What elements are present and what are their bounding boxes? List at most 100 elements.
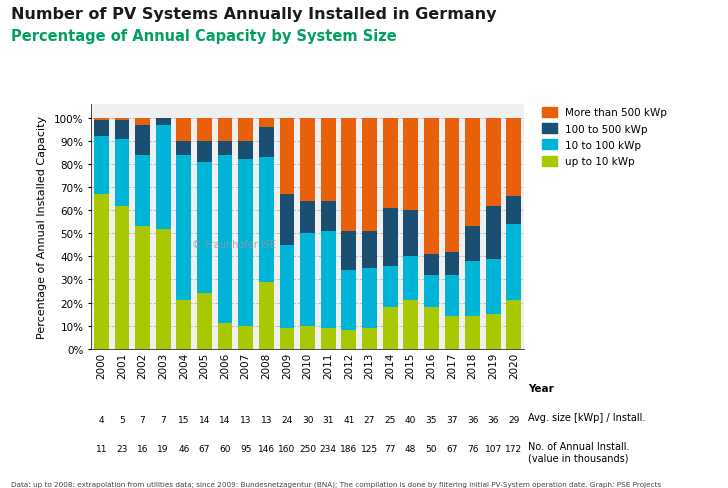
Bar	[259, 282, 274, 349]
Text: 30: 30	[302, 415, 313, 424]
Bar	[465, 317, 480, 349]
Bar	[424, 119, 439, 255]
Bar	[341, 330, 356, 349]
Bar	[280, 245, 294, 328]
Text: 160: 160	[278, 445, 296, 453]
Bar	[94, 195, 108, 349]
Text: 35: 35	[426, 415, 437, 424]
Bar	[445, 317, 459, 349]
Text: 36: 36	[467, 415, 478, 424]
Bar	[114, 119, 130, 121]
Bar	[300, 326, 315, 349]
Bar	[197, 142, 212, 163]
Bar	[238, 326, 253, 349]
Bar	[321, 119, 336, 202]
Bar	[424, 307, 439, 349]
Bar	[94, 119, 108, 121]
Text: 250: 250	[299, 445, 316, 453]
Bar	[176, 142, 191, 156]
Text: 29: 29	[508, 415, 520, 424]
Bar	[300, 119, 315, 202]
Text: 48: 48	[405, 445, 416, 453]
Text: 146: 146	[258, 445, 275, 453]
Bar	[321, 231, 336, 328]
Bar	[486, 259, 501, 314]
Bar	[445, 252, 459, 275]
Text: 11: 11	[95, 445, 107, 453]
Bar	[445, 119, 459, 252]
Bar	[486, 119, 501, 206]
Text: 7: 7	[160, 415, 166, 424]
Text: © Fraunhofer ISE: © Fraunhofer ISE	[192, 239, 276, 249]
Bar	[259, 158, 274, 282]
Y-axis label: Percentage of Annual Installed Capacity: Percentage of Annual Installed Capacity	[37, 116, 47, 338]
Bar	[238, 119, 253, 142]
Bar	[156, 229, 170, 349]
Bar	[341, 119, 356, 231]
Bar	[445, 275, 459, 317]
Bar	[280, 195, 294, 245]
Bar	[176, 119, 191, 142]
Bar	[259, 119, 274, 128]
Bar	[486, 206, 501, 259]
Bar	[218, 156, 232, 324]
Bar	[403, 257, 418, 301]
Text: 13: 13	[261, 415, 272, 424]
Text: 5: 5	[119, 415, 124, 424]
Bar	[280, 328, 294, 349]
Bar	[321, 202, 336, 231]
Bar	[218, 119, 232, 142]
Text: 31: 31	[323, 415, 334, 424]
Text: 13: 13	[240, 415, 251, 424]
Bar	[383, 266, 397, 307]
Text: 107: 107	[485, 445, 502, 453]
Bar	[424, 255, 439, 275]
Bar	[424, 275, 439, 307]
Bar	[94, 137, 108, 195]
Bar	[135, 125, 150, 156]
Bar	[218, 142, 232, 156]
Bar	[383, 208, 397, 266]
Bar	[341, 231, 356, 271]
Bar	[300, 202, 315, 234]
Legend: More than 500 kWp, 100 to 500 kWp, 10 to 100 kWp, up to 10 kWp: More than 500 kWp, 100 to 500 kWp, 10 to…	[542, 108, 667, 167]
Text: 7: 7	[140, 415, 146, 424]
Bar	[197, 294, 212, 349]
Text: 36: 36	[488, 415, 499, 424]
Bar	[176, 301, 191, 349]
Bar	[341, 271, 356, 330]
Bar	[259, 128, 274, 158]
Text: 40: 40	[405, 415, 416, 424]
Text: No. of Annual Install.
(value in thousands): No. of Annual Install. (value in thousan…	[528, 441, 629, 462]
Text: 15: 15	[178, 415, 189, 424]
Text: 46: 46	[178, 445, 189, 453]
Bar	[238, 142, 253, 160]
Bar	[156, 119, 170, 125]
Text: 76: 76	[467, 445, 478, 453]
Text: 14: 14	[219, 415, 231, 424]
Text: Data: up to 2008: extrapolation from utilities data; since 2009: Bundesnetzagent: Data: up to 2008: extrapolation from uti…	[11, 480, 661, 487]
Text: Year: Year	[528, 383, 553, 393]
Bar	[176, 156, 191, 301]
Bar	[383, 119, 397, 208]
Bar	[465, 227, 480, 262]
Text: Percentage of Annual Capacity by System Size: Percentage of Annual Capacity by System …	[11, 29, 397, 44]
Text: 172: 172	[505, 445, 523, 453]
Text: 95: 95	[240, 445, 251, 453]
Bar	[362, 119, 377, 231]
Bar	[114, 140, 130, 206]
Bar	[403, 301, 418, 349]
Bar	[507, 301, 521, 349]
Text: Avg. size [kWp] / Install.: Avg. size [kWp] / Install.	[528, 412, 645, 422]
Text: 14: 14	[199, 415, 210, 424]
Bar	[403, 119, 418, 211]
Bar	[135, 227, 150, 349]
Bar	[135, 156, 150, 227]
Bar	[114, 206, 130, 349]
Bar	[114, 121, 130, 140]
Text: 77: 77	[384, 445, 396, 453]
Bar	[280, 119, 294, 195]
Text: 37: 37	[446, 415, 458, 424]
Bar	[300, 234, 315, 326]
Bar	[362, 328, 377, 349]
